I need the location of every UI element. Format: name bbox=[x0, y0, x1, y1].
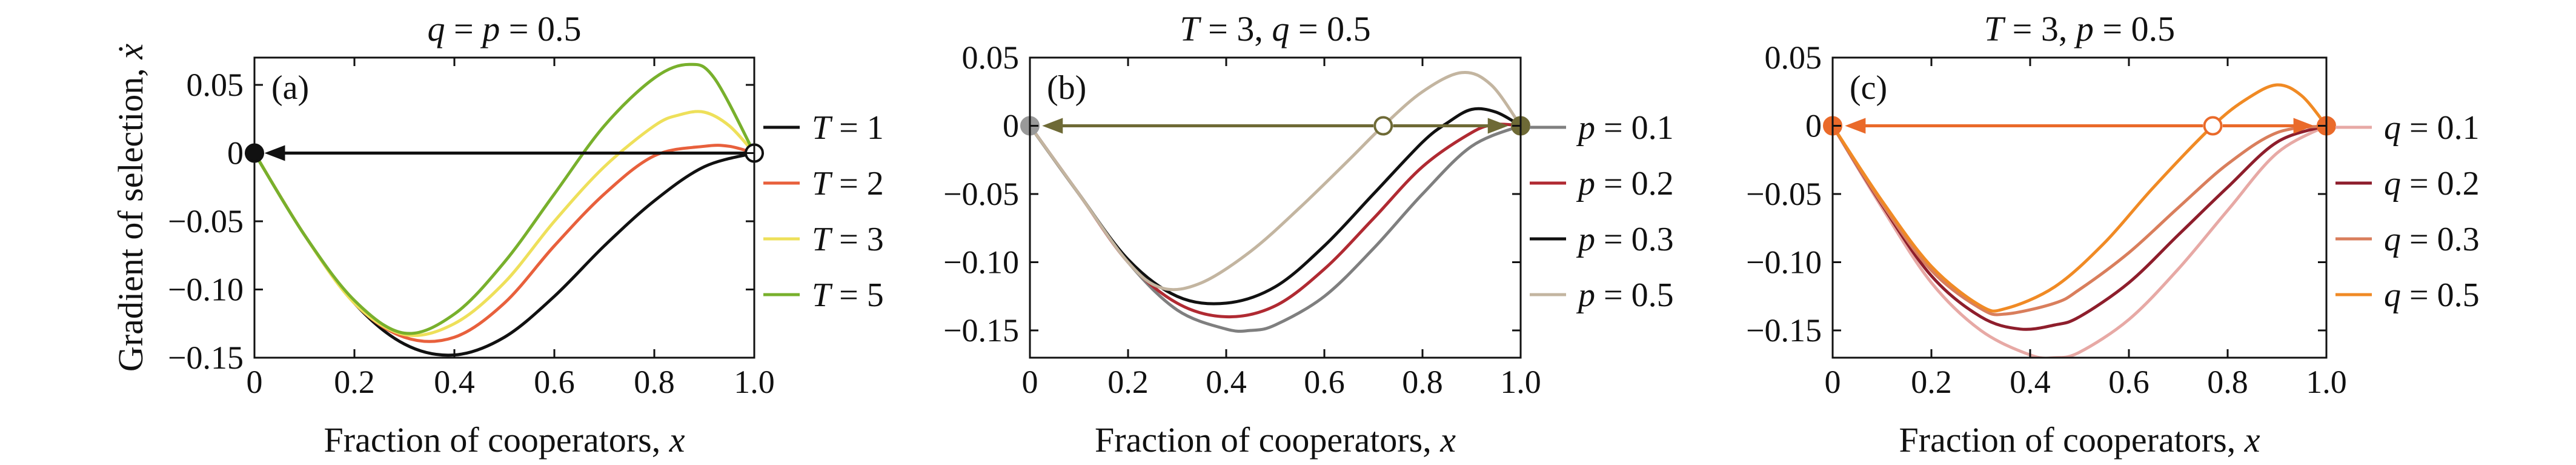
legend-label-1: T = 1 bbox=[812, 109, 884, 147]
panel-label: (a) bbox=[271, 69, 309, 107]
x-tick-label-2: 0.2 bbox=[1107, 364, 1149, 400]
plot-frame bbox=[1029, 56, 1522, 359]
y-axis-label: Gradient of selection, ẋ bbox=[111, 44, 150, 372]
legend-label-3: p = 0.3 bbox=[1576, 221, 1674, 258]
legend-label-4: T = 5 bbox=[812, 276, 884, 314]
y-tick-label-2: 0 bbox=[227, 135, 244, 172]
y-tick-label-1: 0.05 bbox=[1765, 39, 1822, 76]
series-line-4 bbox=[254, 62, 754, 335]
x-tick-label-4: 0.6 bbox=[534, 364, 575, 400]
legend-label-1: p = 0.1 bbox=[1576, 109, 1674, 147]
legend: q = 0.1 q = 0.2 q = 0.3 q = 0.5 bbox=[2335, 109, 2480, 314]
legend-label-2: T = 2 bbox=[812, 165, 884, 202]
series-line-2 bbox=[254, 144, 754, 343]
x-tick-label-3: 0.4 bbox=[434, 364, 475, 400]
y-tick-label-5: −0.15 bbox=[943, 312, 1019, 349]
series-line-4 bbox=[1030, 71, 1521, 292]
panel-label: (b) bbox=[1047, 69, 1086, 107]
y-tick-label-2: 0 bbox=[1805, 108, 1822, 144]
x-axis-label: Fraction of cooperators, x bbox=[324, 420, 685, 460]
y-tick-label-1: 0.05 bbox=[187, 67, 244, 103]
legend-label-1: q = 0.1 bbox=[2384, 109, 2480, 147]
chart-title: T = 3, p = 0.5 bbox=[1984, 9, 2175, 49]
flow-arrow-1 bbox=[264, 145, 747, 161]
legend: p = 0.1 p = 0.2 p = 0.3 p = 0.5 bbox=[1530, 109, 1674, 314]
series-line-3 bbox=[1833, 124, 2326, 316]
legend-label-2: q = 0.2 bbox=[2384, 165, 2480, 202]
y-tick-label-4: −0.10 bbox=[1746, 244, 1822, 281]
x-tick-label-6: 1.0 bbox=[2306, 364, 2347, 400]
flow-arrow-1 bbox=[1042, 118, 1373, 134]
flow-arrow-1 bbox=[1845, 118, 2203, 134]
unstable-point-2 bbox=[2203, 116, 2223, 136]
flow-arrow-2 bbox=[2222, 118, 2314, 134]
panel-label: (c) bbox=[1850, 69, 1887, 107]
x-tick-label-6: 1.0 bbox=[734, 364, 775, 400]
chart-panel-2: 0 0.2 0.4 0.6 0.8 1.0 0.05 0 −0.05 −0.10 −0.15 T = … bbox=[943, 9, 1674, 460]
legend-label-4: q = 0.5 bbox=[2384, 276, 2480, 314]
y-tick-label-2: 0 bbox=[1003, 108, 1019, 144]
series-line-1 bbox=[254, 152, 754, 357]
x-tick-label-4: 0.6 bbox=[1304, 364, 1345, 400]
plot-frame bbox=[1831, 56, 2328, 359]
unstable-point-2 bbox=[1373, 116, 1393, 136]
y-tick-label-4: −0.10 bbox=[943, 244, 1019, 281]
x-tick-label-1: 0 bbox=[1825, 364, 1841, 400]
legend-label-3: q = 0.3 bbox=[2384, 221, 2480, 258]
x-tick-label-5: 0.8 bbox=[634, 364, 675, 400]
legend-label-2: p = 0.2 bbox=[1576, 165, 1674, 202]
legend-label-3: T = 3 bbox=[812, 221, 884, 258]
x-tick-label-1: 0 bbox=[247, 364, 263, 400]
y-tick-label-3: −0.05 bbox=[943, 176, 1019, 212]
y-tick-label-5: −0.15 bbox=[168, 340, 244, 376]
x-axis-label: Fraction of cooperators, x bbox=[1095, 420, 1456, 460]
x-tick-label-5: 0.8 bbox=[1402, 364, 1443, 400]
chart-panel-3: 0 0.2 0.4 0.6 0.8 1.0 0.05 0 −0.05 −0.10 −0.15 T = … bbox=[1746, 9, 2480, 460]
legend: T = 1 T = 2 T = 3 T = 5 bbox=[763, 109, 884, 314]
y-tick-label-3: −0.05 bbox=[1746, 176, 1822, 212]
x-tick-label-3: 0.4 bbox=[1206, 364, 1247, 400]
x-tick-label-6: 1.0 bbox=[1500, 364, 1541, 400]
legend-label-4: p = 0.5 bbox=[1576, 276, 1674, 314]
y-tick-label-5: −0.15 bbox=[1746, 312, 1822, 349]
x-tick-label-1: 0 bbox=[1022, 364, 1038, 400]
y-tick-label-4: −0.10 bbox=[168, 272, 244, 308]
x-tick-label-2: 0.2 bbox=[334, 364, 375, 400]
x-tick-label-5: 0.8 bbox=[2207, 364, 2248, 400]
y-tick-label-3: −0.05 bbox=[168, 203, 244, 239]
x-tick-label-3: 0.4 bbox=[2010, 364, 2051, 400]
chart-title: T = 3, q = 0.5 bbox=[1180, 9, 1370, 49]
chart-panel-1: 0 0.2 0.4 0.6 0.8 1.0 0.05 0 −0.05 −0.10 −0.15 q = … bbox=[111, 9, 884, 460]
series-line-4 bbox=[1833, 83, 2326, 313]
chart-title: q = p = 0.5 bbox=[428, 9, 582, 49]
plot-frame bbox=[253, 56, 755, 359]
x-axis-label: Fraction of cooperators, x bbox=[1899, 420, 2260, 460]
flow-arrow-2 bbox=[1393, 118, 1509, 134]
x-tick-label-2: 0.2 bbox=[1911, 364, 1952, 400]
series-line-2 bbox=[1833, 124, 2326, 331]
y-tick-label-1: 0.05 bbox=[962, 39, 1020, 76]
x-tick-label-4: 0.6 bbox=[2108, 364, 2149, 400]
series-line-3 bbox=[1030, 107, 1521, 306]
